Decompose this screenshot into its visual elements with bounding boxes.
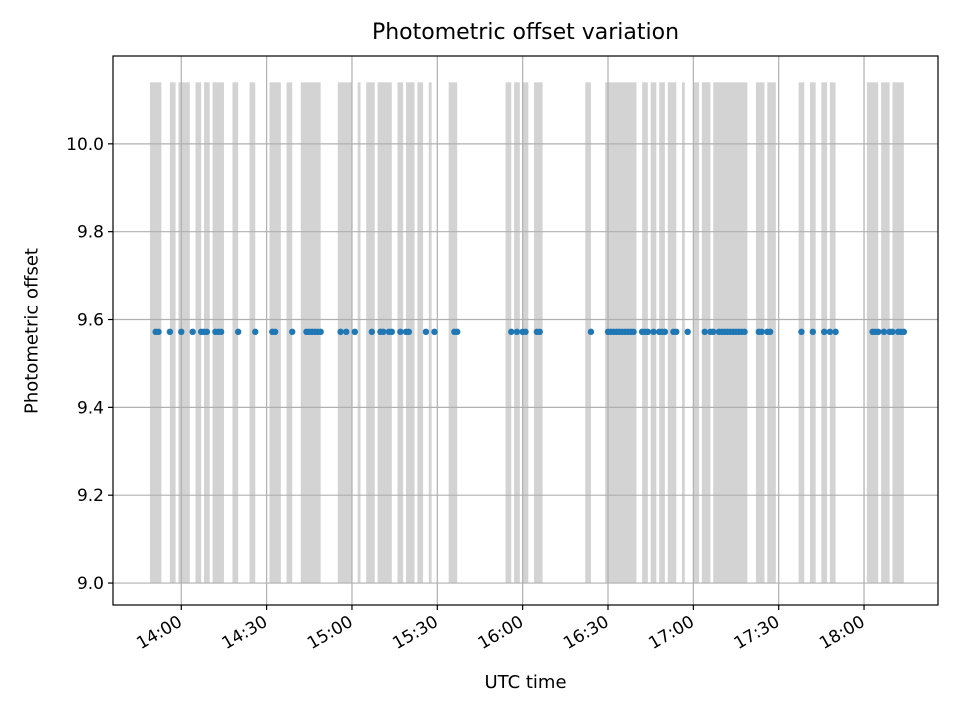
- data-point: [522, 328, 529, 336]
- data-point: [155, 328, 162, 336]
- observation-band: [681, 82, 685, 584]
- data-point: [271, 328, 279, 336]
- data-point: [166, 328, 174, 336]
- data-point: [203, 328, 211, 336]
- x-tick-label: 18:00: [816, 612, 868, 654]
- observation-band: [357, 82, 361, 584]
- y-tick-label: 10.0: [66, 135, 104, 155]
- data-point: [337, 328, 344, 336]
- x-tick-label: 15:00: [304, 612, 356, 654]
- x-tick-label: 14:00: [133, 612, 185, 654]
- y-axis-label: Photometric offset: [21, 248, 43, 414]
- x-tick-label: 17:30: [731, 612, 783, 654]
- y-tick-label: 9.6: [77, 311, 104, 331]
- data-point: [650, 328, 657, 336]
- data-point: [701, 328, 708, 336]
- data-point: [513, 328, 521, 336]
- data-point: [289, 328, 296, 336]
- data-point: [431, 328, 438, 336]
- data-point: [821, 328, 828, 336]
- observation-band: [428, 82, 432, 584]
- chart-title: Photometric offset variation: [371, 20, 680, 45]
- x-tick-label: 14:30: [219, 612, 271, 654]
- x-tick-label: 16:30: [560, 612, 612, 654]
- data-point: [661, 328, 669, 336]
- data-point: [875, 328, 882, 336]
- data-point: [880, 328, 888, 336]
- y-tick-label: 9.2: [77, 486, 104, 506]
- observation-band: [693, 82, 700, 584]
- y-tick-label: 9.8: [77, 223, 104, 243]
- data-point: [673, 328, 680, 336]
- data-point: [741, 328, 748, 336]
- data-point: [508, 328, 515, 336]
- data-point: [380, 328, 387, 336]
- data-point: [252, 328, 259, 336]
- data-point: [405, 328, 413, 336]
- data-point: [234, 328, 242, 336]
- data-point: [766, 328, 774, 336]
- data-point: [397, 328, 404, 336]
- x-tick-label: 15:30: [389, 612, 441, 654]
- x-axis-label: UTC time: [484, 672, 567, 693]
- data-point: [684, 328, 691, 336]
- x-tick-label: 16:00: [475, 612, 527, 654]
- data-point: [536, 328, 543, 336]
- data-point: [343, 328, 350, 336]
- data-point: [710, 328, 717, 336]
- data-point: [351, 328, 359, 336]
- x-tick-label: 17:00: [645, 612, 697, 654]
- data-point: [454, 328, 461, 336]
- data-point: [317, 328, 324, 336]
- data-point: [178, 328, 185, 336]
- data-point: [388, 328, 395, 336]
- data-point: [826, 328, 834, 336]
- plot-frame: [112, 55, 939, 606]
- y-tick-label: 9.4: [77, 398, 104, 418]
- data-point: [368, 328, 376, 336]
- observation-band: [417, 82, 424, 584]
- data-point: [217, 328, 225, 336]
- data-point: [889, 328, 896, 336]
- data-point: [587, 328, 595, 336]
- data-point: [189, 328, 196, 336]
- y-tick-label: 9.0: [77, 574, 104, 594]
- data-point: [900, 328, 908, 336]
- data-point: [758, 328, 765, 336]
- data-point: [644, 328, 652, 336]
- data-point: [422, 328, 430, 336]
- data-point: [630, 328, 637, 336]
- data-point: [798, 328, 805, 336]
- data-point: [832, 328, 839, 336]
- data-point: [809, 328, 817, 336]
